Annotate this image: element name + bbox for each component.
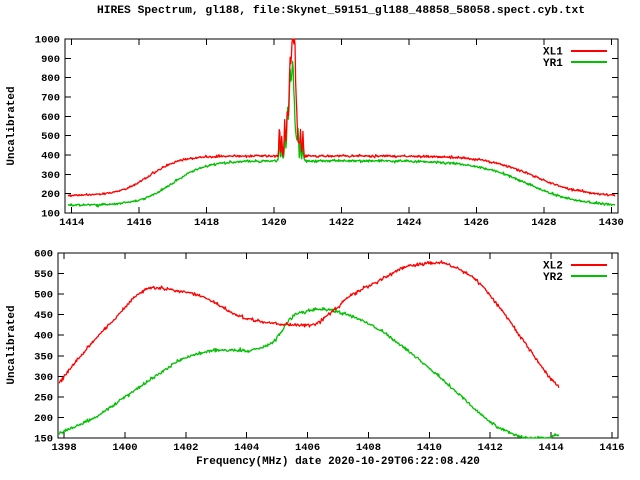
svg-text:350: 350 [34, 351, 53, 363]
svg-text:1410: 1410 [417, 442, 442, 454]
svg-text:1428: 1428 [531, 217, 556, 229]
svg-text:1412: 1412 [478, 442, 503, 454]
svg-text:YR1: YR1 [543, 58, 563, 70]
svg-text:Frequency(MHz) date 2020-10-29: Frequency(MHz) date 2020-10-29T06:22:08.… [196, 456, 480, 468]
svg-text:600: 600 [41, 112, 60, 124]
svg-text:500: 500 [34, 290, 53, 302]
svg-text:Uncalibrated: Uncalibrated [6, 305, 18, 384]
svg-text:700: 700 [41, 93, 60, 105]
svg-text:1406: 1406 [295, 442, 320, 454]
svg-text:400: 400 [41, 151, 60, 163]
svg-text:450: 450 [34, 310, 53, 322]
svg-text:YR2: YR2 [543, 272, 563, 284]
svg-text:200: 200 [41, 189, 60, 201]
svg-text:550: 550 [34, 269, 53, 281]
svg-text:250: 250 [34, 392, 53, 404]
svg-text:XL2: XL2 [543, 261, 563, 273]
svg-text:1398: 1398 [51, 442, 76, 454]
svg-text:HIRES Spectrum, gl188, file:Sk: HIRES Spectrum, gl188, file:Skynet_59151… [97, 5, 585, 17]
svg-text:300: 300 [41, 170, 60, 182]
svg-text:400: 400 [34, 331, 53, 343]
svg-text:Uncalibrated: Uncalibrated [6, 86, 18, 165]
svg-text:600: 600 [34, 249, 53, 261]
svg-text:1418: 1418 [194, 217, 219, 229]
svg-text:300: 300 [34, 372, 53, 384]
svg-text:1422: 1422 [329, 217, 354, 229]
svg-text:1430: 1430 [599, 217, 624, 229]
svg-text:1400: 1400 [112, 442, 137, 454]
svg-text:1414: 1414 [59, 217, 84, 229]
svg-text:1408: 1408 [356, 442, 381, 454]
svg-text:500: 500 [41, 131, 60, 143]
svg-text:1414: 1414 [538, 442, 563, 454]
svg-text:100: 100 [41, 209, 60, 221]
svg-text:1404: 1404 [234, 442, 259, 454]
svg-text:900: 900 [41, 54, 60, 66]
svg-text:1402: 1402 [173, 442, 198, 454]
svg-text:150: 150 [34, 434, 53, 446]
svg-text:200: 200 [34, 413, 53, 425]
svg-text:1420: 1420 [261, 217, 286, 229]
svg-text:1416: 1416 [127, 217, 152, 229]
svg-text:800: 800 [41, 73, 60, 85]
svg-text:1424: 1424 [396, 217, 421, 229]
svg-text:1000: 1000 [35, 35, 60, 47]
svg-text:1426: 1426 [464, 217, 489, 229]
svg-text:1416: 1416 [599, 442, 624, 454]
svg-text:XL1: XL1 [543, 47, 563, 59]
